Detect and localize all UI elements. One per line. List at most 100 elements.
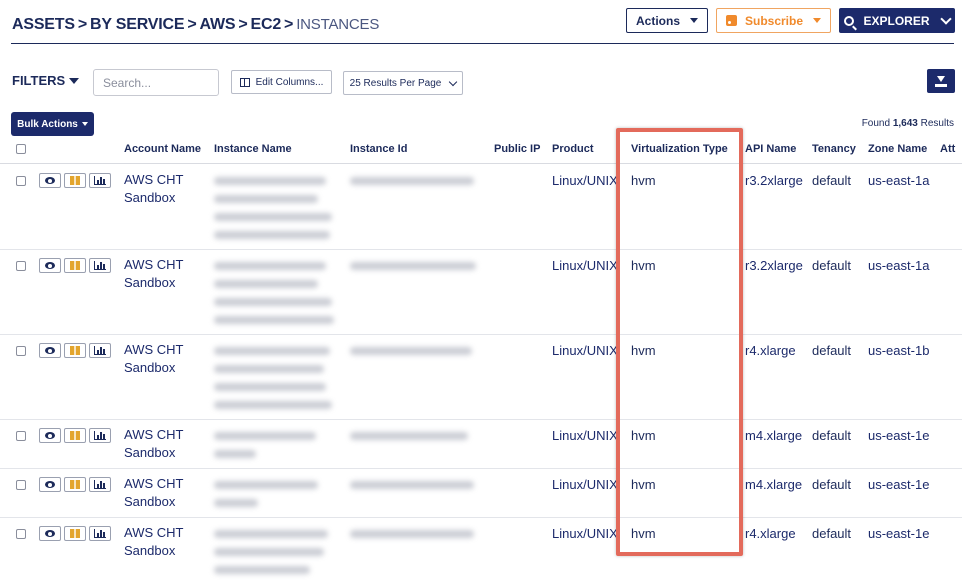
filters-toggle[interactable]: FILTERS <box>12 73 80 88</box>
redacted-instance-name <box>214 365 324 373</box>
column-header-product[interactable]: Product <box>552 143 594 155</box>
account-line1: AWS CHT <box>124 476 184 491</box>
zone-name-link[interactable]: us-east-1e <box>868 526 930 541</box>
redacted-instance-name <box>214 213 332 221</box>
resource-button[interactable] <box>64 428 86 443</box>
results-per-page-select[interactable]: 25 Results Per Page <box>343 71 463 95</box>
redacted-instance-name <box>214 450 256 458</box>
row-checkbox[interactable] <box>16 529 26 539</box>
tenancy: default <box>812 343 852 358</box>
column-header-att[interactable]: Att <box>940 143 956 155</box>
resource-button[interactable] <box>64 343 86 358</box>
virtualization-type: hvm <box>631 428 656 443</box>
redacted-instance-name <box>214 499 258 507</box>
row-checkbox[interactable] <box>16 261 26 271</box>
product-link[interactable]: Linux/UNIX <box>552 258 618 273</box>
account-line2: Sandbox <box>124 494 176 509</box>
account-line2: Sandbox <box>124 360 176 375</box>
account-name-link[interactable]: AWS CHT Sandbox <box>124 524 183 560</box>
account-name-link[interactable]: AWS CHT Sandbox <box>124 426 183 462</box>
download-button[interactable] <box>927 69 955 93</box>
eye-icon <box>45 432 55 439</box>
api-name-link[interactable]: m4.xlarge <box>745 477 803 492</box>
zone-name-link[interactable]: us-east-1e <box>868 428 930 443</box>
row-checkbox[interactable] <box>16 346 26 356</box>
view-button[interactable] <box>39 526 61 541</box>
redacted-instance-name <box>214 177 326 185</box>
resource-button[interactable] <box>64 173 86 188</box>
account-name-link[interactable]: AWS CHT Sandbox <box>124 256 183 292</box>
filters-label: FILTERS <box>12 73 66 88</box>
view-button[interactable] <box>39 343 61 358</box>
actions-button[interactable]: Actions <box>626 8 708 33</box>
resource-button[interactable] <box>64 526 86 541</box>
redacted-instance-id <box>350 177 474 185</box>
eye-icon <box>45 347 55 354</box>
api-name-link[interactable]: r3.2xlarge <box>745 173 803 188</box>
metrics-button[interactable] <box>89 173 111 188</box>
zone-name-link[interactable]: us-east-1a <box>868 173 930 188</box>
account-name-link[interactable]: AWS CHT Sandbox <box>124 341 183 377</box>
product-link[interactable]: Linux/UNIX <box>552 428 618 443</box>
breadcrumb-assets[interactable]: ASSETS <box>12 16 75 33</box>
subscribe-button[interactable]: Subscribe <box>716 8 831 33</box>
resource-button[interactable] <box>64 477 86 492</box>
api-name-link[interactable]: m4.xlarge <box>745 428 803 443</box>
product-link[interactable]: Linux/UNIX <box>552 526 618 541</box>
row-checkbox[interactable] <box>16 176 26 186</box>
account-name-link[interactable]: AWS CHT Sandbox <box>124 475 183 511</box>
column-header-public-ip[interactable]: Public IP <box>494 143 541 155</box>
column-header-virtualization-type[interactable]: Virtualization Type <box>631 143 728 155</box>
breadcrumb-by-service[interactable]: BY SERVICE <box>89 16 185 33</box>
bulk-actions-button[interactable]: Bulk Actions <box>11 112 94 136</box>
account-name-link[interactable]: AWS CHT Sandbox <box>124 171 183 207</box>
edit-columns-button[interactable]: Edit Columns... <box>231 70 332 94</box>
virtualization-type: hvm <box>631 343 656 358</box>
view-button[interactable] <box>39 258 61 273</box>
api-name-link[interactable]: r4.xlarge <box>745 343 796 358</box>
row-action-icons <box>39 526 114 541</box>
search-icon <box>844 15 855 26</box>
api-name-link[interactable]: r3.2xlarge <box>745 258 803 273</box>
redacted-instance-name <box>214 231 330 239</box>
metrics-button[interactable] <box>89 258 111 273</box>
view-button[interactable] <box>39 477 61 492</box>
view-button[interactable] <box>39 428 61 443</box>
column-header-account-name[interactable]: Account Name <box>124 143 202 155</box>
row-checkbox[interactable] <box>16 431 26 441</box>
search-input[interactable] <box>93 69 219 96</box>
view-button[interactable] <box>39 173 61 188</box>
resource-button[interactable] <box>64 258 86 273</box>
zone-name-link[interactable]: us-east-1e <box>868 477 930 492</box>
bar-chart-icon <box>94 261 106 270</box>
account-line2: Sandbox <box>124 190 176 205</box>
product-link[interactable]: Linux/UNIX <box>552 343 618 358</box>
zone-name-link[interactable]: us-east-1b <box>868 343 930 358</box>
breadcrumb-ec2[interactable]: EC2 <box>250 16 282 33</box>
column-header-tenancy[interactable]: Tenancy <box>812 143 856 155</box>
zone-name-link[interactable]: us-east-1a <box>868 258 930 273</box>
virtualization-type: hvm <box>631 173 656 188</box>
box-icon <box>70 261 80 270</box>
metrics-button[interactable] <box>89 428 111 443</box>
column-header-instance-id[interactable]: Instance Id <box>350 143 408 155</box>
box-icon <box>70 176 80 185</box>
api-name-link[interactable]: r4.xlarge <box>745 526 796 541</box>
select-all-checkbox[interactable] <box>16 144 26 154</box>
row-divider <box>0 334 962 335</box>
metrics-button[interactable] <box>89 343 111 358</box>
tenancy: default <box>812 428 852 443</box>
explorer-button[interactable]: EXPLORER <box>839 8 955 33</box>
column-header-instance-name[interactable]: Instance Name <box>214 143 292 155</box>
metrics-button[interactable] <box>89 477 111 492</box>
metrics-button[interactable] <box>89 526 111 541</box>
breadcrumb-aws[interactable]: AWS <box>199 16 236 33</box>
redacted-instance-id <box>350 347 472 355</box>
product-link[interactable]: Linux/UNIX <box>552 173 618 188</box>
breadcrumb-current: INSTANCES <box>296 16 380 33</box>
product-link[interactable]: Linux/UNIX <box>552 477 618 492</box>
row-checkbox[interactable] <box>16 480 26 490</box>
column-header-zone-name[interactable]: Zone Name <box>868 143 928 155</box>
column-header-api-name[interactable]: API Name <box>745 143 797 155</box>
box-icon <box>70 529 80 538</box>
